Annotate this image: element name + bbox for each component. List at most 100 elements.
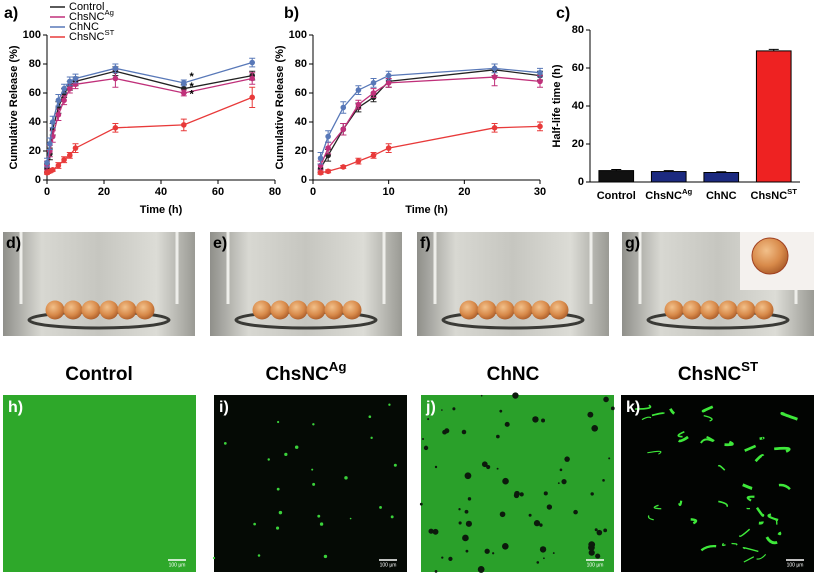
photo-label: f) bbox=[420, 235, 431, 252]
photo-caption-sup: ST bbox=[741, 359, 758, 374]
pore bbox=[552, 552, 555, 554]
x-tick-label-main: ChsNC bbox=[645, 190, 682, 202]
x-tick-label-sup: ST bbox=[787, 187, 797, 196]
micrograph-label: j) bbox=[425, 399, 436, 416]
legend-label: Control bbox=[69, 1, 104, 13]
pore bbox=[423, 445, 429, 451]
pore bbox=[432, 528, 439, 535]
pore bbox=[492, 552, 495, 555]
data-point bbox=[55, 111, 62, 118]
x-axis-label: Time (h) bbox=[405, 204, 448, 216]
bead bbox=[513, 300, 533, 320]
speck bbox=[257, 554, 261, 557]
data-point bbox=[491, 74, 498, 80]
speck bbox=[393, 463, 397, 467]
x-tick-label: ChNC bbox=[706, 190, 737, 202]
scale-bar-label: 100 µm bbox=[587, 562, 604, 568]
pore bbox=[499, 409, 503, 413]
pore bbox=[465, 549, 469, 553]
x-tick-label: ChsNCAg bbox=[645, 187, 692, 202]
pore bbox=[559, 468, 563, 472]
bar bbox=[703, 172, 740, 183]
data-point bbox=[317, 155, 324, 162]
y-tick-label: 60 bbox=[572, 62, 584, 74]
pore bbox=[422, 437, 425, 440]
photo-label: d) bbox=[6, 235, 21, 252]
pore bbox=[561, 479, 567, 485]
fiber bbox=[635, 404, 652, 410]
data-point bbox=[325, 145, 331, 151]
pore bbox=[532, 416, 539, 423]
fiber bbox=[724, 440, 734, 447]
x-tick-label: 0 bbox=[310, 186, 316, 198]
legend-label-main: Control bbox=[69, 1, 104, 13]
photo-caption: Control bbox=[65, 364, 133, 385]
data-point bbox=[55, 97, 62, 104]
data-point bbox=[385, 72, 392, 79]
x-tick-label-main: Control bbox=[597, 190, 636, 202]
data-point bbox=[249, 94, 255, 101]
bead bbox=[342, 300, 362, 320]
data-point bbox=[181, 90, 187, 96]
y-tick-label: 80 bbox=[572, 24, 584, 36]
micrograph bbox=[621, 395, 814, 572]
pore bbox=[536, 561, 540, 564]
y-tick-label: 0 bbox=[35, 174, 41, 186]
fiber bbox=[717, 464, 726, 471]
x-tick-label-main: ChNC bbox=[706, 190, 737, 202]
x-tick-label-main: ChsNC bbox=[751, 190, 788, 202]
pore bbox=[465, 520, 472, 527]
data-point bbox=[491, 65, 498, 72]
x-tick-label: 10 bbox=[383, 186, 395, 198]
bead bbox=[459, 300, 479, 320]
pore bbox=[512, 392, 519, 399]
tube-wall bbox=[433, 232, 593, 304]
speck bbox=[349, 517, 352, 520]
speck bbox=[267, 458, 270, 461]
speck bbox=[276, 487, 280, 491]
fiber bbox=[743, 556, 754, 563]
pore bbox=[590, 492, 594, 496]
error-bar bbox=[716, 171, 727, 173]
legend-label: ChNC bbox=[69, 21, 99, 33]
data-point bbox=[370, 90, 377, 96]
speck bbox=[312, 423, 315, 426]
fiber bbox=[739, 528, 751, 538]
bead bbox=[324, 300, 344, 320]
data-point bbox=[67, 78, 73, 85]
series-line bbox=[46, 61, 253, 163]
series-line bbox=[320, 125, 541, 174]
pore bbox=[541, 418, 546, 423]
pore bbox=[603, 396, 609, 403]
pore bbox=[594, 528, 598, 532]
photo-caption: ChsNCAg bbox=[265, 359, 346, 385]
micrograph bbox=[421, 395, 614, 572]
data-point bbox=[49, 167, 56, 173]
annotation: * bbox=[190, 71, 195, 83]
pore bbox=[602, 479, 605, 482]
pore bbox=[496, 434, 500, 439]
pore bbox=[533, 520, 541, 527]
bead bbox=[754, 300, 774, 320]
speck bbox=[344, 476, 348, 480]
fiber bbox=[653, 504, 662, 510]
pore bbox=[477, 566, 485, 573]
pore bbox=[504, 421, 510, 427]
series-line bbox=[320, 69, 541, 169]
fiber bbox=[647, 450, 662, 455]
data-point bbox=[325, 168, 331, 175]
data-point bbox=[249, 75, 255, 82]
legend-label: ChsNCAg bbox=[69, 8, 114, 23]
bead bbox=[63, 300, 83, 320]
fiber bbox=[700, 438, 714, 444]
pore bbox=[464, 472, 472, 480]
speck bbox=[319, 522, 324, 526]
fiber bbox=[677, 435, 689, 443]
speck bbox=[212, 556, 216, 560]
x-tick-label: Control bbox=[597, 190, 636, 202]
data-point bbox=[47, 140, 53, 147]
bar bbox=[755, 50, 792, 183]
data-point bbox=[385, 80, 392, 86]
data-point bbox=[355, 87, 362, 93]
pore bbox=[519, 492, 524, 497]
